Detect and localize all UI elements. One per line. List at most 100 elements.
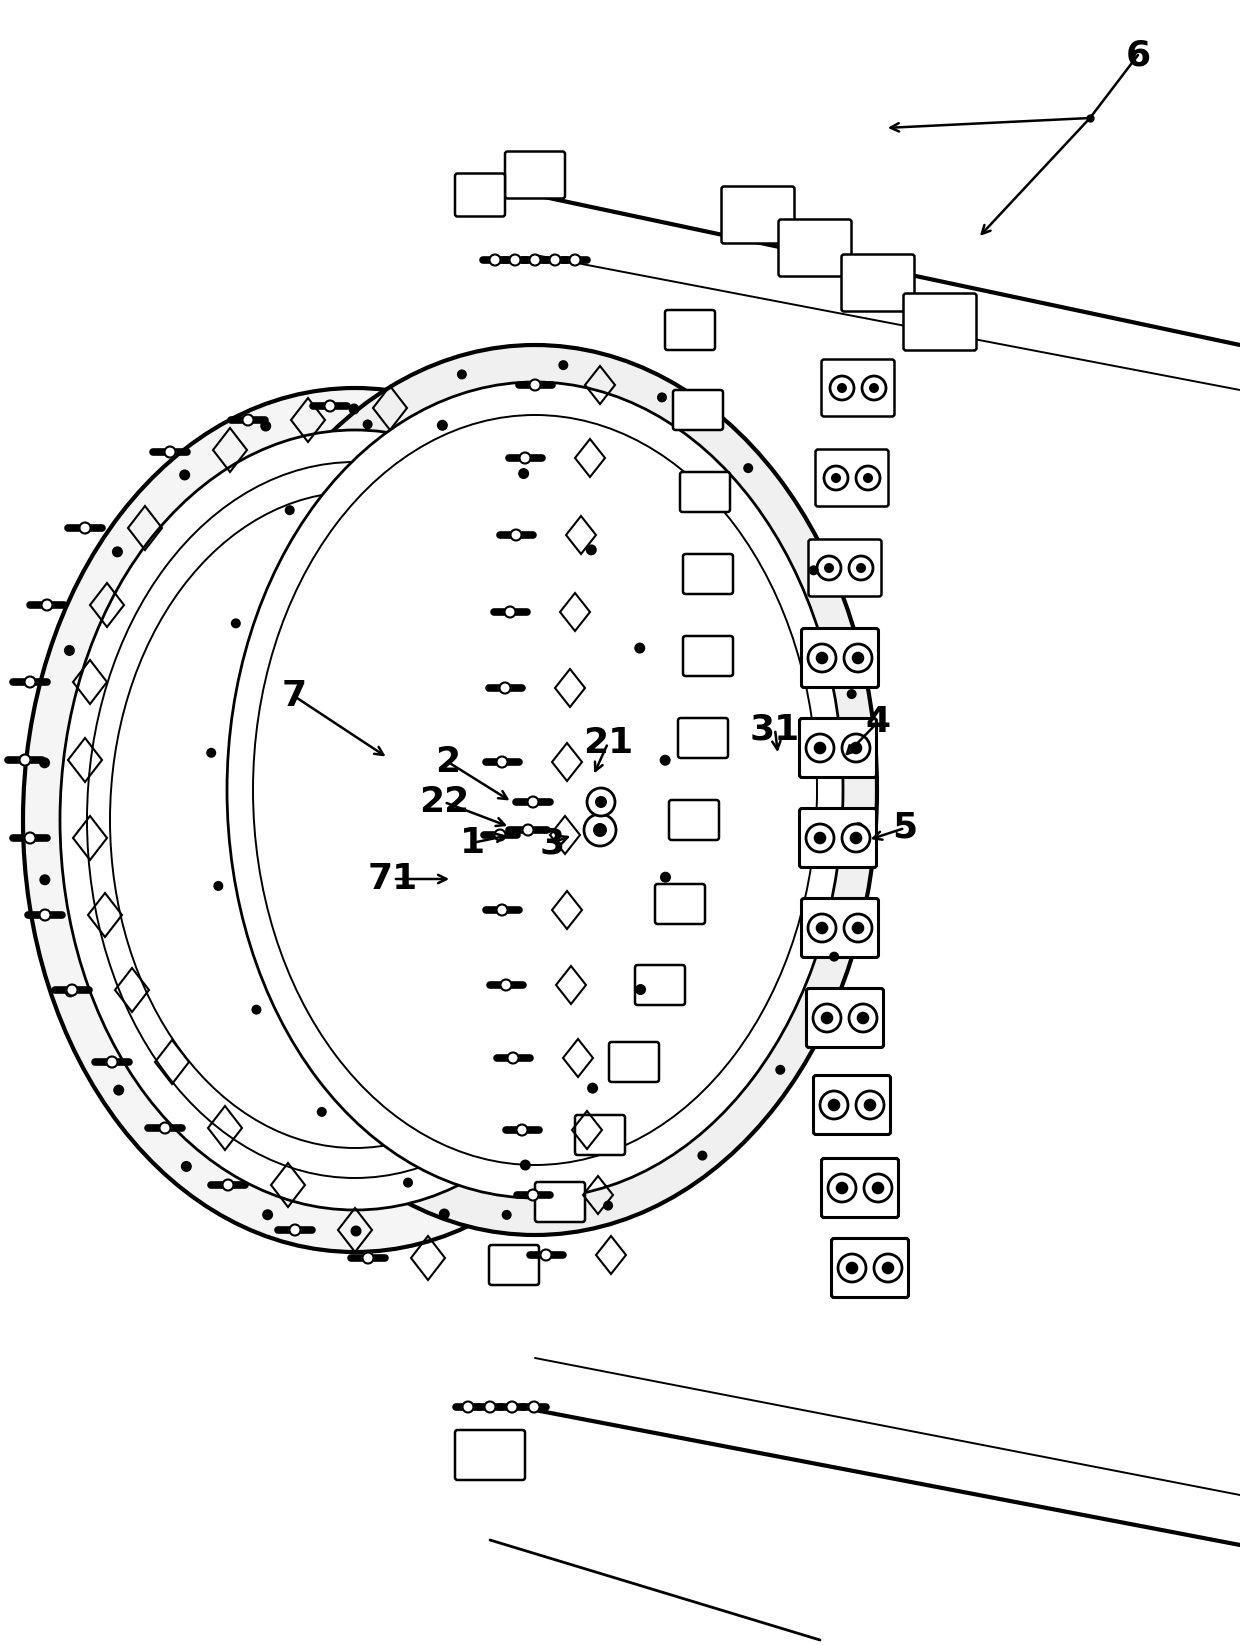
FancyBboxPatch shape <box>813 1076 890 1135</box>
Circle shape <box>816 921 828 934</box>
Circle shape <box>510 255 521 265</box>
Circle shape <box>808 915 836 943</box>
FancyBboxPatch shape <box>801 898 878 957</box>
FancyBboxPatch shape <box>801 628 878 688</box>
Circle shape <box>830 952 839 962</box>
Circle shape <box>830 377 854 400</box>
Circle shape <box>697 1150 707 1161</box>
FancyBboxPatch shape <box>779 219 852 276</box>
Circle shape <box>831 474 841 484</box>
Circle shape <box>496 757 507 768</box>
Circle shape <box>517 1125 527 1135</box>
Circle shape <box>522 824 533 836</box>
Circle shape <box>849 556 873 581</box>
FancyBboxPatch shape <box>680 472 730 512</box>
Circle shape <box>20 755 31 765</box>
Circle shape <box>181 1161 192 1171</box>
Circle shape <box>25 676 36 688</box>
Circle shape <box>813 742 826 755</box>
Circle shape <box>828 1099 841 1112</box>
Circle shape <box>40 910 51 921</box>
Circle shape <box>869 383 879 393</box>
Circle shape <box>541 1250 552 1260</box>
FancyBboxPatch shape <box>505 151 565 199</box>
Circle shape <box>362 1252 373 1263</box>
Circle shape <box>436 419 448 431</box>
Circle shape <box>260 421 272 431</box>
Circle shape <box>403 1178 413 1188</box>
Ellipse shape <box>60 429 650 1211</box>
FancyBboxPatch shape <box>673 390 723 429</box>
Circle shape <box>558 360 568 370</box>
Circle shape <box>439 1209 450 1219</box>
Circle shape <box>808 643 836 673</box>
Circle shape <box>79 523 91 533</box>
Circle shape <box>520 1160 531 1171</box>
Circle shape <box>874 1253 901 1281</box>
Circle shape <box>549 255 560 265</box>
Circle shape <box>775 1064 785 1074</box>
Circle shape <box>112 546 123 558</box>
FancyBboxPatch shape <box>800 808 877 867</box>
FancyBboxPatch shape <box>821 1158 899 1217</box>
Circle shape <box>660 872 671 883</box>
Circle shape <box>285 505 295 515</box>
Circle shape <box>518 469 529 479</box>
Circle shape <box>243 415 253 426</box>
Circle shape <box>837 383 847 393</box>
Circle shape <box>501 979 511 990</box>
Circle shape <box>64 645 74 656</box>
Circle shape <box>806 734 835 762</box>
Circle shape <box>569 255 580 265</box>
Circle shape <box>821 1012 833 1025</box>
Circle shape <box>529 255 541 265</box>
Circle shape <box>500 683 511 694</box>
Circle shape <box>595 796 608 808</box>
Circle shape <box>496 905 507 916</box>
Circle shape <box>527 1189 538 1201</box>
Text: 4: 4 <box>866 706 890 739</box>
Text: 6: 6 <box>1126 38 1151 72</box>
Circle shape <box>587 1082 598 1094</box>
Circle shape <box>362 419 372 429</box>
Circle shape <box>847 689 857 699</box>
FancyBboxPatch shape <box>665 309 715 350</box>
FancyBboxPatch shape <box>455 1430 525 1480</box>
Circle shape <box>857 1012 869 1025</box>
Circle shape <box>40 873 51 885</box>
Text: 3: 3 <box>539 826 564 860</box>
Circle shape <box>160 1122 171 1133</box>
FancyBboxPatch shape <box>842 255 915 311</box>
FancyBboxPatch shape <box>800 719 877 778</box>
Circle shape <box>527 796 538 808</box>
Ellipse shape <box>227 382 843 1198</box>
Circle shape <box>828 1175 856 1202</box>
FancyBboxPatch shape <box>670 799 719 841</box>
Circle shape <box>206 748 216 758</box>
Circle shape <box>38 757 50 768</box>
Circle shape <box>511 530 522 541</box>
Circle shape <box>820 1091 848 1119</box>
FancyBboxPatch shape <box>808 540 882 597</box>
FancyBboxPatch shape <box>816 449 889 507</box>
FancyBboxPatch shape <box>575 1115 625 1155</box>
Circle shape <box>852 921 864 934</box>
Circle shape <box>872 1181 884 1194</box>
Circle shape <box>836 1181 848 1194</box>
Circle shape <box>506 1402 517 1413</box>
Circle shape <box>660 755 671 765</box>
Circle shape <box>490 255 501 265</box>
Text: 5: 5 <box>893 811 918 846</box>
Circle shape <box>838 1253 866 1281</box>
FancyBboxPatch shape <box>683 637 733 676</box>
Ellipse shape <box>110 492 600 1148</box>
Text: 22: 22 <box>419 785 469 819</box>
Circle shape <box>505 607 516 617</box>
Text: 7: 7 <box>281 679 306 712</box>
FancyBboxPatch shape <box>904 293 977 350</box>
Circle shape <box>849 1003 877 1031</box>
Circle shape <box>864 1099 877 1112</box>
Circle shape <box>864 1175 892 1202</box>
Circle shape <box>813 1003 841 1031</box>
Circle shape <box>495 829 506 841</box>
